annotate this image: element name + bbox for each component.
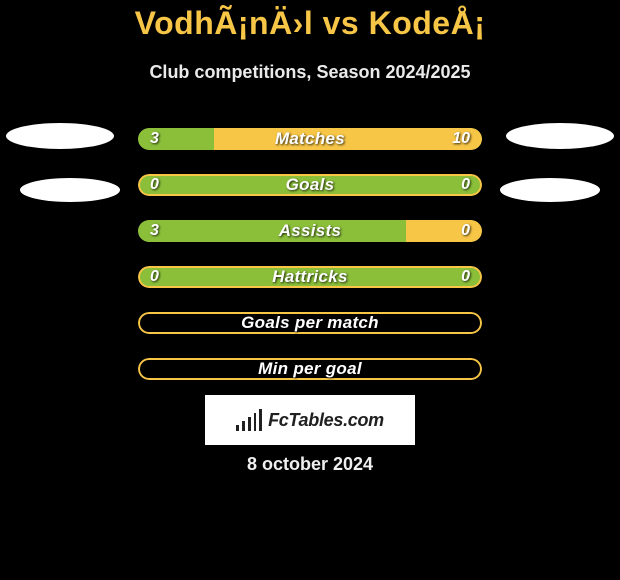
brand-bar [259, 409, 262, 431]
stat-label: Matches [138, 128, 482, 150]
decorative-ellipse [6, 123, 114, 149]
brand-bar [254, 413, 257, 431]
brand-bar [236, 425, 239, 431]
brand-bars-icon [236, 409, 262, 431]
stat-row: Min per goal [138, 358, 482, 380]
page-subtitle: Club competitions, Season 2024/2025 [0, 62, 620, 83]
page-title: VodhÃ¡nÄ›l vs KodeÅ¡ [0, 5, 620, 42]
stat-row: Goals per match [138, 312, 482, 334]
decorative-ellipse [506, 123, 614, 149]
brand-box: FcTables.com [205, 395, 415, 445]
date-label: 8 october 2024 [0, 454, 620, 475]
comparison-infographic: VodhÃ¡nÄ›l vs KodeÅ¡ Club competitions, … [0, 0, 620, 580]
stat-label: Assists [138, 220, 482, 242]
decorative-ellipse [500, 178, 600, 202]
brand-text: FcTables.com [268, 410, 384, 431]
stat-label: Hattricks [138, 266, 482, 288]
stat-row: 00Goals [138, 174, 482, 196]
brand-bar [248, 417, 251, 431]
stat-row: 310Matches [138, 128, 482, 150]
decorative-ellipse [20, 178, 120, 202]
stat-label: Goals [138, 174, 482, 196]
stat-label: Min per goal [138, 358, 482, 380]
stat-row: 30Assists [138, 220, 482, 242]
stat-label: Goals per match [138, 312, 482, 334]
stat-row: 00Hattricks [138, 266, 482, 288]
brand-bar [242, 421, 245, 431]
